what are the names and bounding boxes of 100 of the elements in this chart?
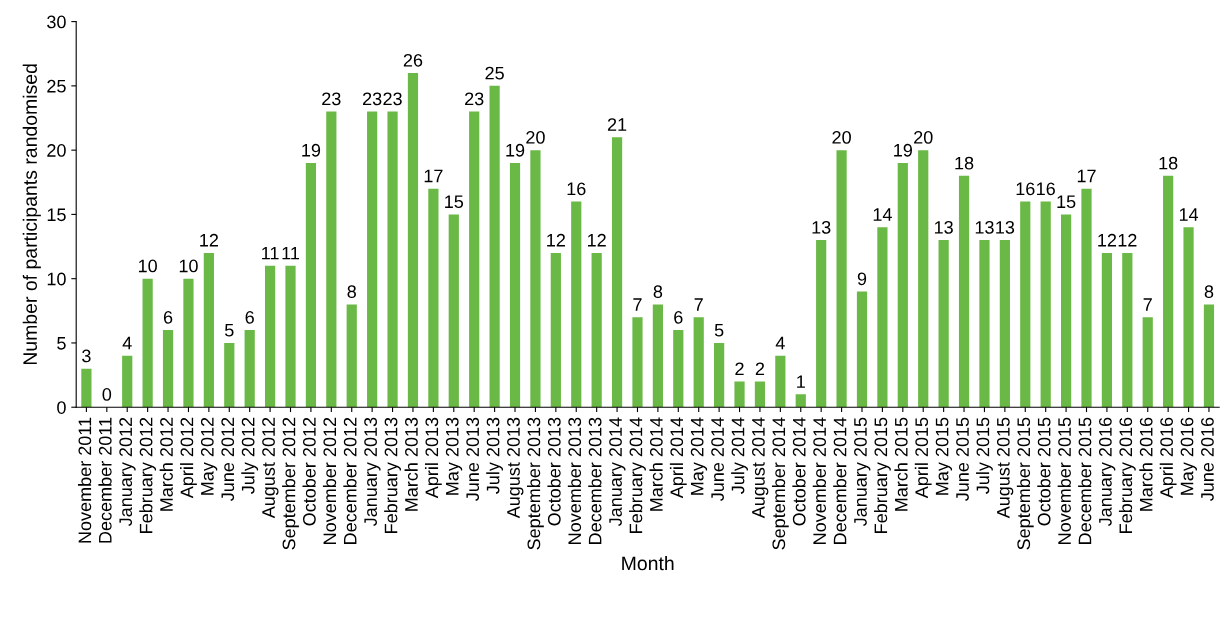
data-label: 4 — [775, 336, 785, 350]
bar — [571, 201, 582, 408]
x-tick-label: March 2013 — [404, 417, 418, 511]
data-label: 11 — [282, 246, 299, 260]
data-label: 5 — [224, 324, 234, 337]
bar — [795, 394, 806, 408]
bar — [81, 368, 92, 408]
x-tick-label: October 2015 — [1037, 417, 1051, 526]
data-label: 20 — [526, 131, 545, 144]
x-tick-label: March 2012 — [159, 417, 173, 511]
y-tick-label: 25 — [47, 79, 66, 93]
data-label: 17 — [1077, 169, 1096, 183]
x-tick-label: September 2012 — [282, 417, 299, 550]
bar — [938, 240, 949, 408]
bar — [1060, 214, 1072, 408]
x-tick-label: October 2013 — [547, 417, 561, 526]
x-tick-label: November 2011 — [77, 417, 92, 543]
x-tick-label: January 2012 — [119, 417, 136, 527]
data-label: 14 — [873, 208, 892, 221]
x-tick-label: December 2011 — [98, 417, 112, 543]
bar — [652, 304, 663, 408]
bar — [550, 252, 561, 408]
x-tick-label: March 2016 — [1139, 417, 1153, 511]
bar — [264, 265, 276, 408]
x-tick-label: May 2015 — [935, 417, 953, 495]
bar — [856, 291, 868, 408]
bar — [816, 240, 827, 408]
x-tick-label: September 2015 — [1016, 417, 1034, 550]
data-label: 18 — [1159, 156, 1178, 170]
bar — [918, 150, 929, 408]
bar — [285, 265, 296, 408]
x-tick-label: June 2016 — [1201, 417, 1214, 501]
bar — [1020, 201, 1031, 408]
x-tick-label: July 2012 — [241, 417, 259, 494]
x-tick-label: December 2012 — [343, 417, 357, 544]
bar — [1142, 317, 1153, 408]
data-label: 14 — [1179, 208, 1199, 221]
x-tick-label: November 2013 — [567, 417, 582, 544]
data-label: 20 — [832, 131, 851, 144]
data-label: 12 — [547, 233, 565, 247]
x-tick-label: June 2012 — [221, 417, 235, 501]
x-tick-label: June 2014 — [711, 417, 724, 501]
bar — [979, 240, 990, 408]
data-label: 16 — [567, 182, 586, 196]
x-tick-label: March 2014 — [649, 417, 663, 511]
x-tick-label: June 2015 — [956, 417, 969, 501]
bar — [1040, 201, 1051, 408]
data-label: 16 — [1037, 182, 1055, 196]
bar — [754, 381, 766, 408]
x-tick-label: May 2016 — [1180, 417, 1197, 495]
x-tick-label: October 2014 — [792, 417, 806, 526]
data-label: 12 — [200, 233, 218, 247]
data-label: 5 — [714, 324, 724, 337]
bar — [448, 214, 459, 408]
x-tick-label: April 2012 — [180, 417, 197, 499]
data-label: 16 — [1016, 182, 1035, 196]
x-tick-label: April 2013 — [424, 417, 442, 499]
data-label: 11 — [262, 246, 279, 260]
bar — [693, 317, 704, 408]
x-tick-label: July 2014 — [731, 417, 748, 494]
bar — [714, 342, 725, 408]
data-label: 12 — [587, 233, 606, 247]
data-label: 8 — [347, 285, 356, 299]
x-tick-label: February 2012 — [139, 417, 157, 533]
bar — [428, 188, 439, 408]
data-label: 9 — [857, 272, 867, 286]
data-label: 7 — [694, 298, 703, 311]
x-tick-label: October 2012 — [302, 417, 316, 526]
data-label: 2 — [735, 362, 744, 375]
y-axis-title: Number of participants randomised — [22, 64, 41, 365]
data-label: 10 — [138, 259, 157, 273]
bar — [1203, 304, 1215, 408]
bar — [203, 252, 214, 408]
x-tick-label: August 2015 — [996, 417, 1014, 519]
data-label: 26 — [403, 53, 423, 67]
x-tick-label: May 2013 — [445, 417, 463, 495]
data-label: 4 — [122, 336, 132, 350]
x-tick-label: April 2014 — [669, 417, 687, 499]
y-tick-label: 5 — [57, 337, 66, 350]
data-label: 13 — [975, 220, 994, 234]
bar — [877, 227, 888, 408]
x-tick-label: January 2013 — [364, 417, 381, 527]
data-label: 7 — [633, 298, 642, 311]
data-label: 25 — [485, 66, 504, 80]
x-tick-label: April 2015 — [914, 417, 932, 499]
bar — [591, 252, 602, 408]
data-label: 12 — [1098, 233, 1117, 247]
data-label: 23 — [383, 92, 402, 106]
x-tick-label: December 2013 — [588, 417, 602, 544]
data-label: 0 — [102, 388, 112, 401]
data-label: 7 — [1143, 298, 1152, 311]
data-label: 13 — [812, 220, 831, 234]
x-tick-label: December 2014 — [833, 417, 847, 544]
bar — [1183, 227, 1194, 408]
bar — [999, 240, 1010, 408]
data-label: 23 — [465, 92, 484, 106]
x-tick-label: December 2015 — [1078, 417, 1092, 544]
data-label: 6 — [163, 310, 173, 324]
x-tick-label: January 2014 — [609, 417, 626, 527]
bar — [775, 355, 786, 408]
